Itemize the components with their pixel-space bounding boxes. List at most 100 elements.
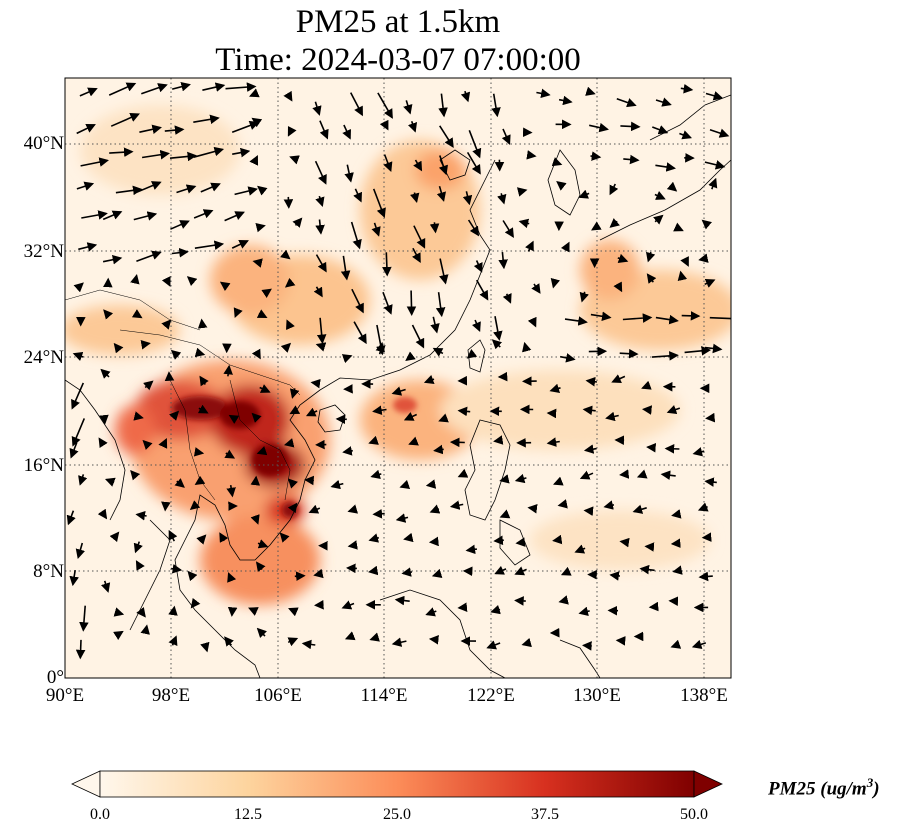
wind-arrow	[283, 438, 295, 448]
wind-arrow	[280, 342, 292, 353]
wind-arrow	[709, 316, 731, 320]
wind-arrow	[579, 291, 589, 303]
wind-arrow	[187, 570, 198, 582]
wind-arrow	[256, 309, 268, 319]
wind-arrow	[583, 444, 597, 454]
wind-arrow	[560, 353, 576, 363]
wind-arrow	[466, 348, 478, 359]
wind-arrow	[372, 405, 387, 415]
wind-arrow	[141, 149, 170, 160]
wind-arrow	[666, 405, 681, 415]
wind-arrow	[133, 541, 143, 554]
wind-arrow	[171, 247, 189, 258]
colorbar	[71, 770, 723, 798]
wind-arrow	[310, 378, 321, 389]
wind-arrow	[315, 254, 327, 273]
wind-arrow	[486, 640, 501, 650]
wind-arrow	[701, 532, 712, 542]
wind-arrow	[312, 101, 322, 116]
wind-arrow	[457, 468, 469, 478]
wind-arrow	[172, 82, 191, 92]
wind-arrow	[590, 311, 612, 322]
wind-arrow	[99, 414, 109, 425]
wind-arrow	[219, 281, 231, 292]
wind-arrow	[72, 351, 84, 361]
wind-arrow	[401, 567, 413, 577]
wind-arrow	[428, 536, 439, 547]
wind-arrow	[375, 341, 386, 355]
wind-arrow	[189, 500, 201, 511]
wind-vectors	[66, 82, 731, 660]
lat-label-16n: 16°N	[23, 455, 64, 476]
wind-arrow	[466, 151, 481, 175]
wind-arrow	[578, 189, 590, 199]
wind-arrow	[196, 534, 207, 545]
wind-arrow	[619, 469, 630, 479]
wind-arrow	[457, 406, 471, 417]
wind-arrow	[194, 240, 225, 250]
wind-arrow	[113, 342, 124, 354]
wind-arrow	[219, 532, 229, 543]
wind-arrow	[585, 86, 596, 96]
wind-arrow	[645, 251, 656, 263]
wind-arrow	[130, 469, 141, 481]
wind-arrow	[403, 100, 413, 115]
wind-arrow	[252, 258, 263, 268]
wind-arrow	[190, 597, 201, 609]
wind-arrow	[316, 317, 327, 345]
wind-arrow	[408, 436, 419, 446]
wind-arrow	[498, 252, 508, 270]
wind-arrow	[605, 411, 619, 422]
wind-arrow	[368, 533, 380, 543]
wind-arrow	[344, 631, 356, 641]
wind-arrow	[382, 252, 392, 277]
wind-arrow	[193, 114, 220, 125]
wind-arrow	[501, 128, 511, 145]
wind-arrow	[353, 321, 367, 345]
colorbar-tick-37-5: 37.5	[531, 806, 559, 823]
wind-arrow	[251, 412, 262, 423]
map-frame	[64, 77, 732, 679]
wind-arrow	[677, 270, 688, 282]
wind-arrow	[135, 510, 147, 521]
wind-arrow	[200, 182, 221, 193]
wind-arrow	[619, 348, 639, 359]
wind-arrow	[81, 210, 108, 220]
wind-arrow	[224, 449, 236, 459]
wind-arrow	[289, 388, 300, 399]
wind-arrow	[347, 504, 359, 514]
wind-arrow	[516, 187, 528, 197]
wind-arrow	[382, 291, 393, 315]
wind-arrow	[231, 239, 249, 249]
wind-arrow	[141, 83, 168, 95]
wind-arrow	[578, 606, 590, 617]
lat-label-24n: 24°N	[23, 347, 64, 368]
wind-arrow	[313, 568, 324, 579]
wind-arrow	[113, 630, 124, 641]
wind-arrow	[526, 150, 537, 160]
wind-arrow	[680, 83, 694, 94]
wind-arrow	[473, 260, 483, 273]
wind-arrow	[289, 405, 301, 415]
wind-arrow	[330, 479, 344, 490]
wind-arrow	[257, 185, 268, 196]
wind-arrow	[467, 219, 480, 237]
wind-arrow	[709, 128, 730, 138]
wind-arrow	[308, 504, 321, 514]
wind-arrow	[616, 97, 637, 108]
wind-arrow	[140, 340, 151, 350]
wind-arrow	[704, 477, 717, 487]
wind-arrow	[115, 185, 143, 196]
wind-arrow	[679, 130, 693, 140]
wind-arrow	[174, 478, 185, 488]
wind-arrow	[522, 341, 532, 353]
wind-arrow	[194, 475, 206, 485]
wind-arrow	[161, 276, 171, 287]
wind-arrow	[527, 316, 537, 328]
map-title: PM25 at 1.5km	[295, 4, 501, 40]
wind-arrow	[438, 155, 448, 176]
wind-arrow	[641, 380, 652, 390]
wind-arrow	[79, 87, 98, 97]
wind-arrow	[164, 125, 185, 135]
wind-arrow	[681, 311, 701, 321]
